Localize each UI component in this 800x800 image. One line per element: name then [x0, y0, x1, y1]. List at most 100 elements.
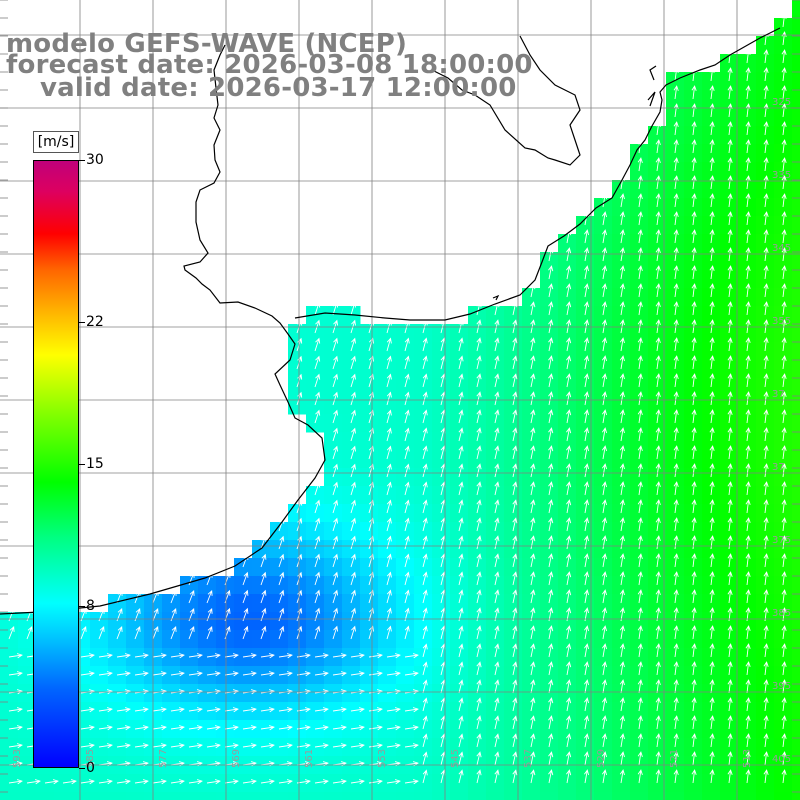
- wind-arrow: [368, 725, 383, 731]
- wind-speed-cell: [756, 234, 775, 253]
- wind-arrow: [548, 283, 554, 298]
- wind-speed-cell: [468, 666, 487, 685]
- wind-arrow: [476, 409, 482, 424]
- wind-speed-cell: [756, 522, 775, 541]
- wind-arrow: [637, 301, 643, 316]
- wind-speed-cell: [324, 522, 343, 541]
- wind-speed-cell: [612, 720, 631, 739]
- wind-speed-cell: [378, 522, 397, 541]
- wind-speed-cell: [792, 270, 800, 289]
- wind-speed-cell: [450, 702, 469, 721]
- wind-speed-cell: [270, 576, 289, 595]
- wind-speed-cell: [306, 540, 325, 559]
- wind-speed-cell: [702, 702, 721, 721]
- wind-arrow: [619, 589, 625, 604]
- wind-speed-cell: [486, 378, 505, 397]
- wind-speed-cell: [558, 540, 577, 559]
- wind-speed-cell: [702, 90, 721, 109]
- wind-arrow: [350, 625, 356, 640]
- wind-arrow: [655, 463, 661, 478]
- wind-arrow: [763, 625, 769, 640]
- wind-speed-cell: [450, 324, 469, 343]
- wind-speed-cell: [612, 306, 631, 325]
- wind-speed-cell: [702, 324, 721, 343]
- wind-speed-cell: [792, 630, 800, 649]
- wind-speed-cell: [612, 198, 631, 217]
- wind-arrow: [673, 733, 679, 748]
- wind-arrow: [727, 445, 733, 460]
- wind-arrow: [386, 409, 392, 424]
- valid-date: valid date: 2026-03-17 12:00:00: [40, 73, 517, 103]
- wind-speed-cell: [504, 630, 523, 649]
- wind-arrow: [458, 409, 464, 424]
- wind-arrow: [727, 571, 733, 586]
- wind-speed-cell: [252, 540, 271, 559]
- wind-speed-cell: [702, 792, 721, 800]
- wind-speed-cell: [540, 612, 559, 631]
- wind-arrow: [745, 697, 751, 712]
- wind-arrow: [673, 229, 679, 244]
- wind-speed-cell: [612, 324, 631, 343]
- wind-arrow: [278, 707, 293, 713]
- wind-speed-cell: [450, 486, 469, 505]
- wind-arrow: [476, 517, 482, 532]
- wind-speed-cell: [360, 612, 379, 631]
- coastline: [0, 27, 781, 615]
- wind-arrow: [727, 85, 733, 100]
- wind-arrow: [763, 67, 769, 82]
- wind-speed-cell: [648, 522, 667, 541]
- wind-speed-cell: [342, 792, 361, 800]
- wind-arrow: [727, 337, 733, 352]
- wind-arrow: [422, 553, 428, 568]
- wind-arrow: [242, 671, 257, 677]
- wind-arrow: [404, 445, 410, 460]
- wind-speed-cell: [630, 738, 649, 757]
- wind-speed-cell: [792, 324, 800, 343]
- wind-arrow: [386, 463, 392, 478]
- wind-arrow: [260, 725, 275, 731]
- wind-speed-cell: [396, 558, 415, 577]
- wind-arrow: [727, 769, 733, 784]
- wind-speed-cell: [468, 432, 487, 451]
- wind-speed-cell: [522, 720, 541, 739]
- wind-arrow: [727, 49, 733, 64]
- wind-speed-cell: [648, 720, 667, 739]
- wind-speed-cell: [684, 666, 703, 685]
- wind-arrow: [350, 301, 356, 316]
- wind-arrow: [494, 463, 500, 478]
- wind-speed-cell: [612, 738, 631, 757]
- wind-arrow: [781, 643, 787, 658]
- wind-speed-cell: [414, 522, 433, 541]
- wind-arrow: [458, 553, 464, 568]
- wind-speed-cell: [288, 378, 307, 397]
- wind-arrow: [619, 229, 625, 244]
- wind-arrow: [350, 391, 356, 406]
- wind-arrow: [655, 265, 661, 280]
- wind-arrow: [548, 715, 554, 730]
- wind-speed-cell: [756, 270, 775, 289]
- wind-arrow: [566, 301, 572, 316]
- wind-arrow: [494, 679, 500, 694]
- wind-arrow: [709, 67, 715, 82]
- wind-arrow: [584, 733, 590, 748]
- wind-arrow: [673, 175, 679, 190]
- wind-speed-cell: [684, 396, 703, 415]
- wind-arrow: [278, 725, 293, 731]
- wind-arrow: [242, 589, 249, 604]
- wind-speed-cell: [702, 216, 721, 235]
- wind-arrow: [619, 499, 625, 514]
- wind-speed-cell: [792, 216, 800, 235]
- wind-arrow: [494, 517, 500, 532]
- wind-speed-cell: [486, 558, 505, 577]
- wind-speed-cell: [432, 486, 451, 505]
- wind-speed-cell: [756, 306, 775, 325]
- wind-speed-cell: [684, 432, 703, 451]
- model-title: modelo GEFS-WAVE (NCEP): [6, 29, 408, 59]
- wind-speed-cell: [630, 576, 649, 595]
- wind-speed-cell: [324, 414, 343, 433]
- latitude-label: 375: [772, 535, 791, 546]
- wind-speed-cell: [702, 486, 721, 505]
- wind-arrow: [116, 779, 131, 785]
- wind-arrow: [332, 653, 347, 659]
- wind-speed-cell: [738, 576, 757, 595]
